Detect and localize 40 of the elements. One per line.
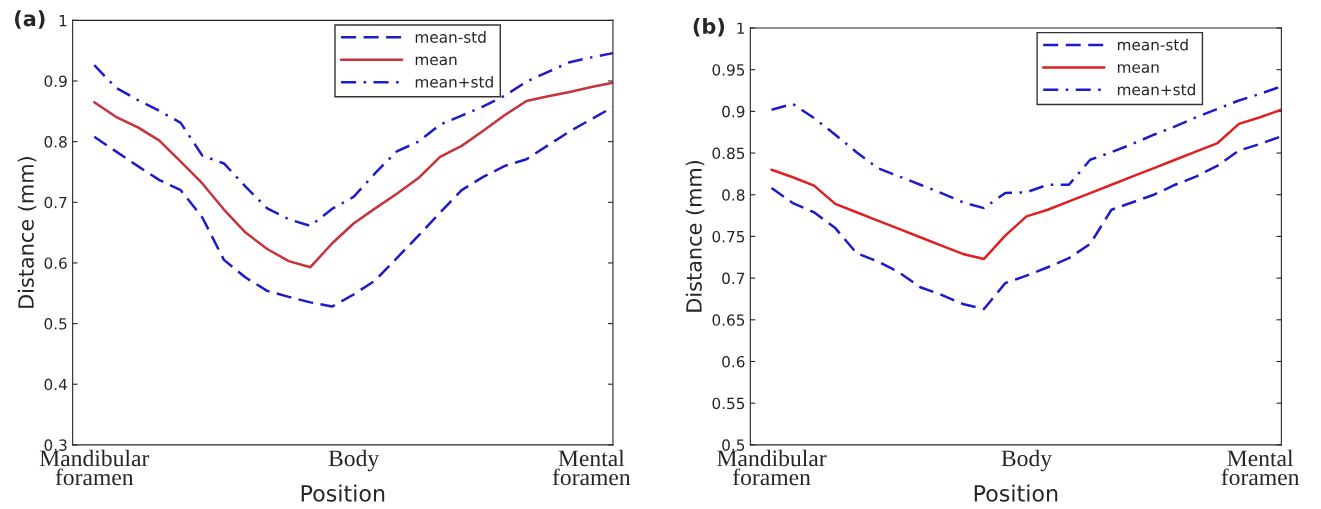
- chart-title: (a): [15, 10, 45, 29]
- y-tick-label: 0.5: [44, 318, 67, 330]
- y-tick-label: 0.9: [722, 105, 745, 118]
- chart-title: (b): [693, 17, 725, 37]
- y-tick-label: 0.5: [722, 439, 745, 451]
- y-tick-label: 1: [737, 22, 745, 34]
- x-tick-label: Mandibular foramen: [39, 449, 150, 486]
- y-tick-label: 0.7: [44, 196, 67, 209]
- legend-label: mean+std: [415, 75, 493, 88]
- y-tick-label: 0.3: [44, 439, 67, 451]
- line-series: [770, 108, 1282, 261]
- y-tick-label: 0.8: [722, 189, 745, 201]
- x-axis-title: Position: [301, 484, 385, 502]
- line-series: [93, 51, 613, 228]
- y-tick-label: 0.95: [712, 64, 745, 76]
- y-tick-label: 0.85: [712, 147, 745, 160]
- legend-label: mean-std: [415, 31, 486, 43]
- y-tick-label: 0.6: [44, 257, 67, 269]
- y-tick-label: 0.75: [712, 230, 745, 243]
- x-tick-label: Body: [328, 449, 380, 472]
- x-tick-label: Mental foramen: [1221, 449, 1300, 486]
- x-axis-title: Position: [974, 484, 1058, 502]
- y-tick-label: 0.9: [44, 75, 67, 88]
- y-tick-label: 1: [59, 15, 67, 27]
- legend-label: mean+std: [1117, 83, 1195, 96]
- line-series: [770, 135, 1282, 311]
- legend-label: mean-std: [1117, 38, 1188, 51]
- y-tick-label: 0.8: [44, 136, 67, 148]
- y-tick-label: 0.4: [44, 378, 67, 391]
- legend-label: mean: [415, 56, 457, 66]
- y-tick-label: 0.55: [712, 397, 745, 410]
- y-axis-title: Distance (mm): [685, 160, 705, 312]
- y-axis-title: Distance (mm): [17, 157, 37, 308]
- x-tick-label: Body: [1001, 449, 1052, 472]
- x-tick-label: Mandibular foramen: [717, 449, 827, 486]
- x-tick-label: Mental foramen: [552, 449, 631, 486]
- y-tick-label: 0.7: [722, 272, 745, 285]
- legend-label: mean: [1117, 64, 1159, 73]
- y-tick-label: 0.65: [712, 314, 745, 326]
- y-tick-label: 0.6: [722, 355, 745, 368]
